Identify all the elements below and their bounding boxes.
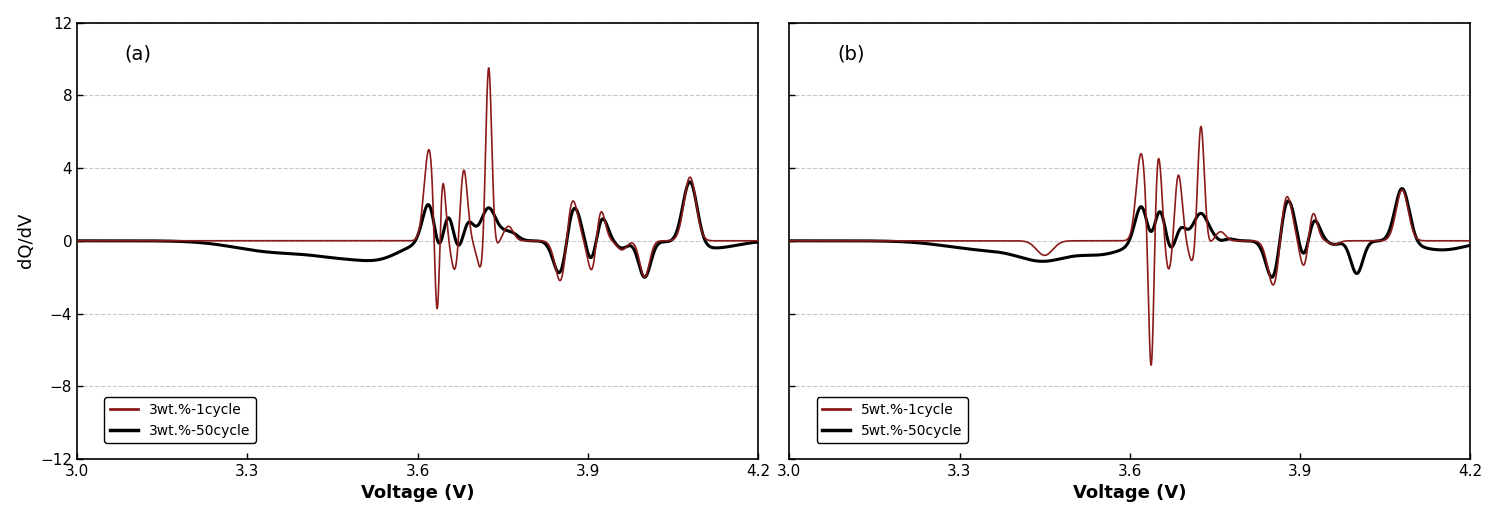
Legend: 5wt.%-1cycle, 5wt.%-50cycle: 5wt.%-1cycle, 5wt.%-50cycle: [817, 397, 968, 443]
X-axis label: Voltage (V): Voltage (V): [1073, 484, 1187, 502]
Legend: 3wt.%-1cycle, 3wt.%-50cycle: 3wt.%-1cycle, 3wt.%-50cycle: [105, 397, 256, 443]
X-axis label: Voltage (V): Voltage (V): [361, 484, 474, 502]
Text: (a): (a): [124, 45, 151, 63]
Y-axis label: dQ/dV: dQ/dV: [16, 213, 34, 268]
Text: (b): (b): [836, 45, 865, 63]
